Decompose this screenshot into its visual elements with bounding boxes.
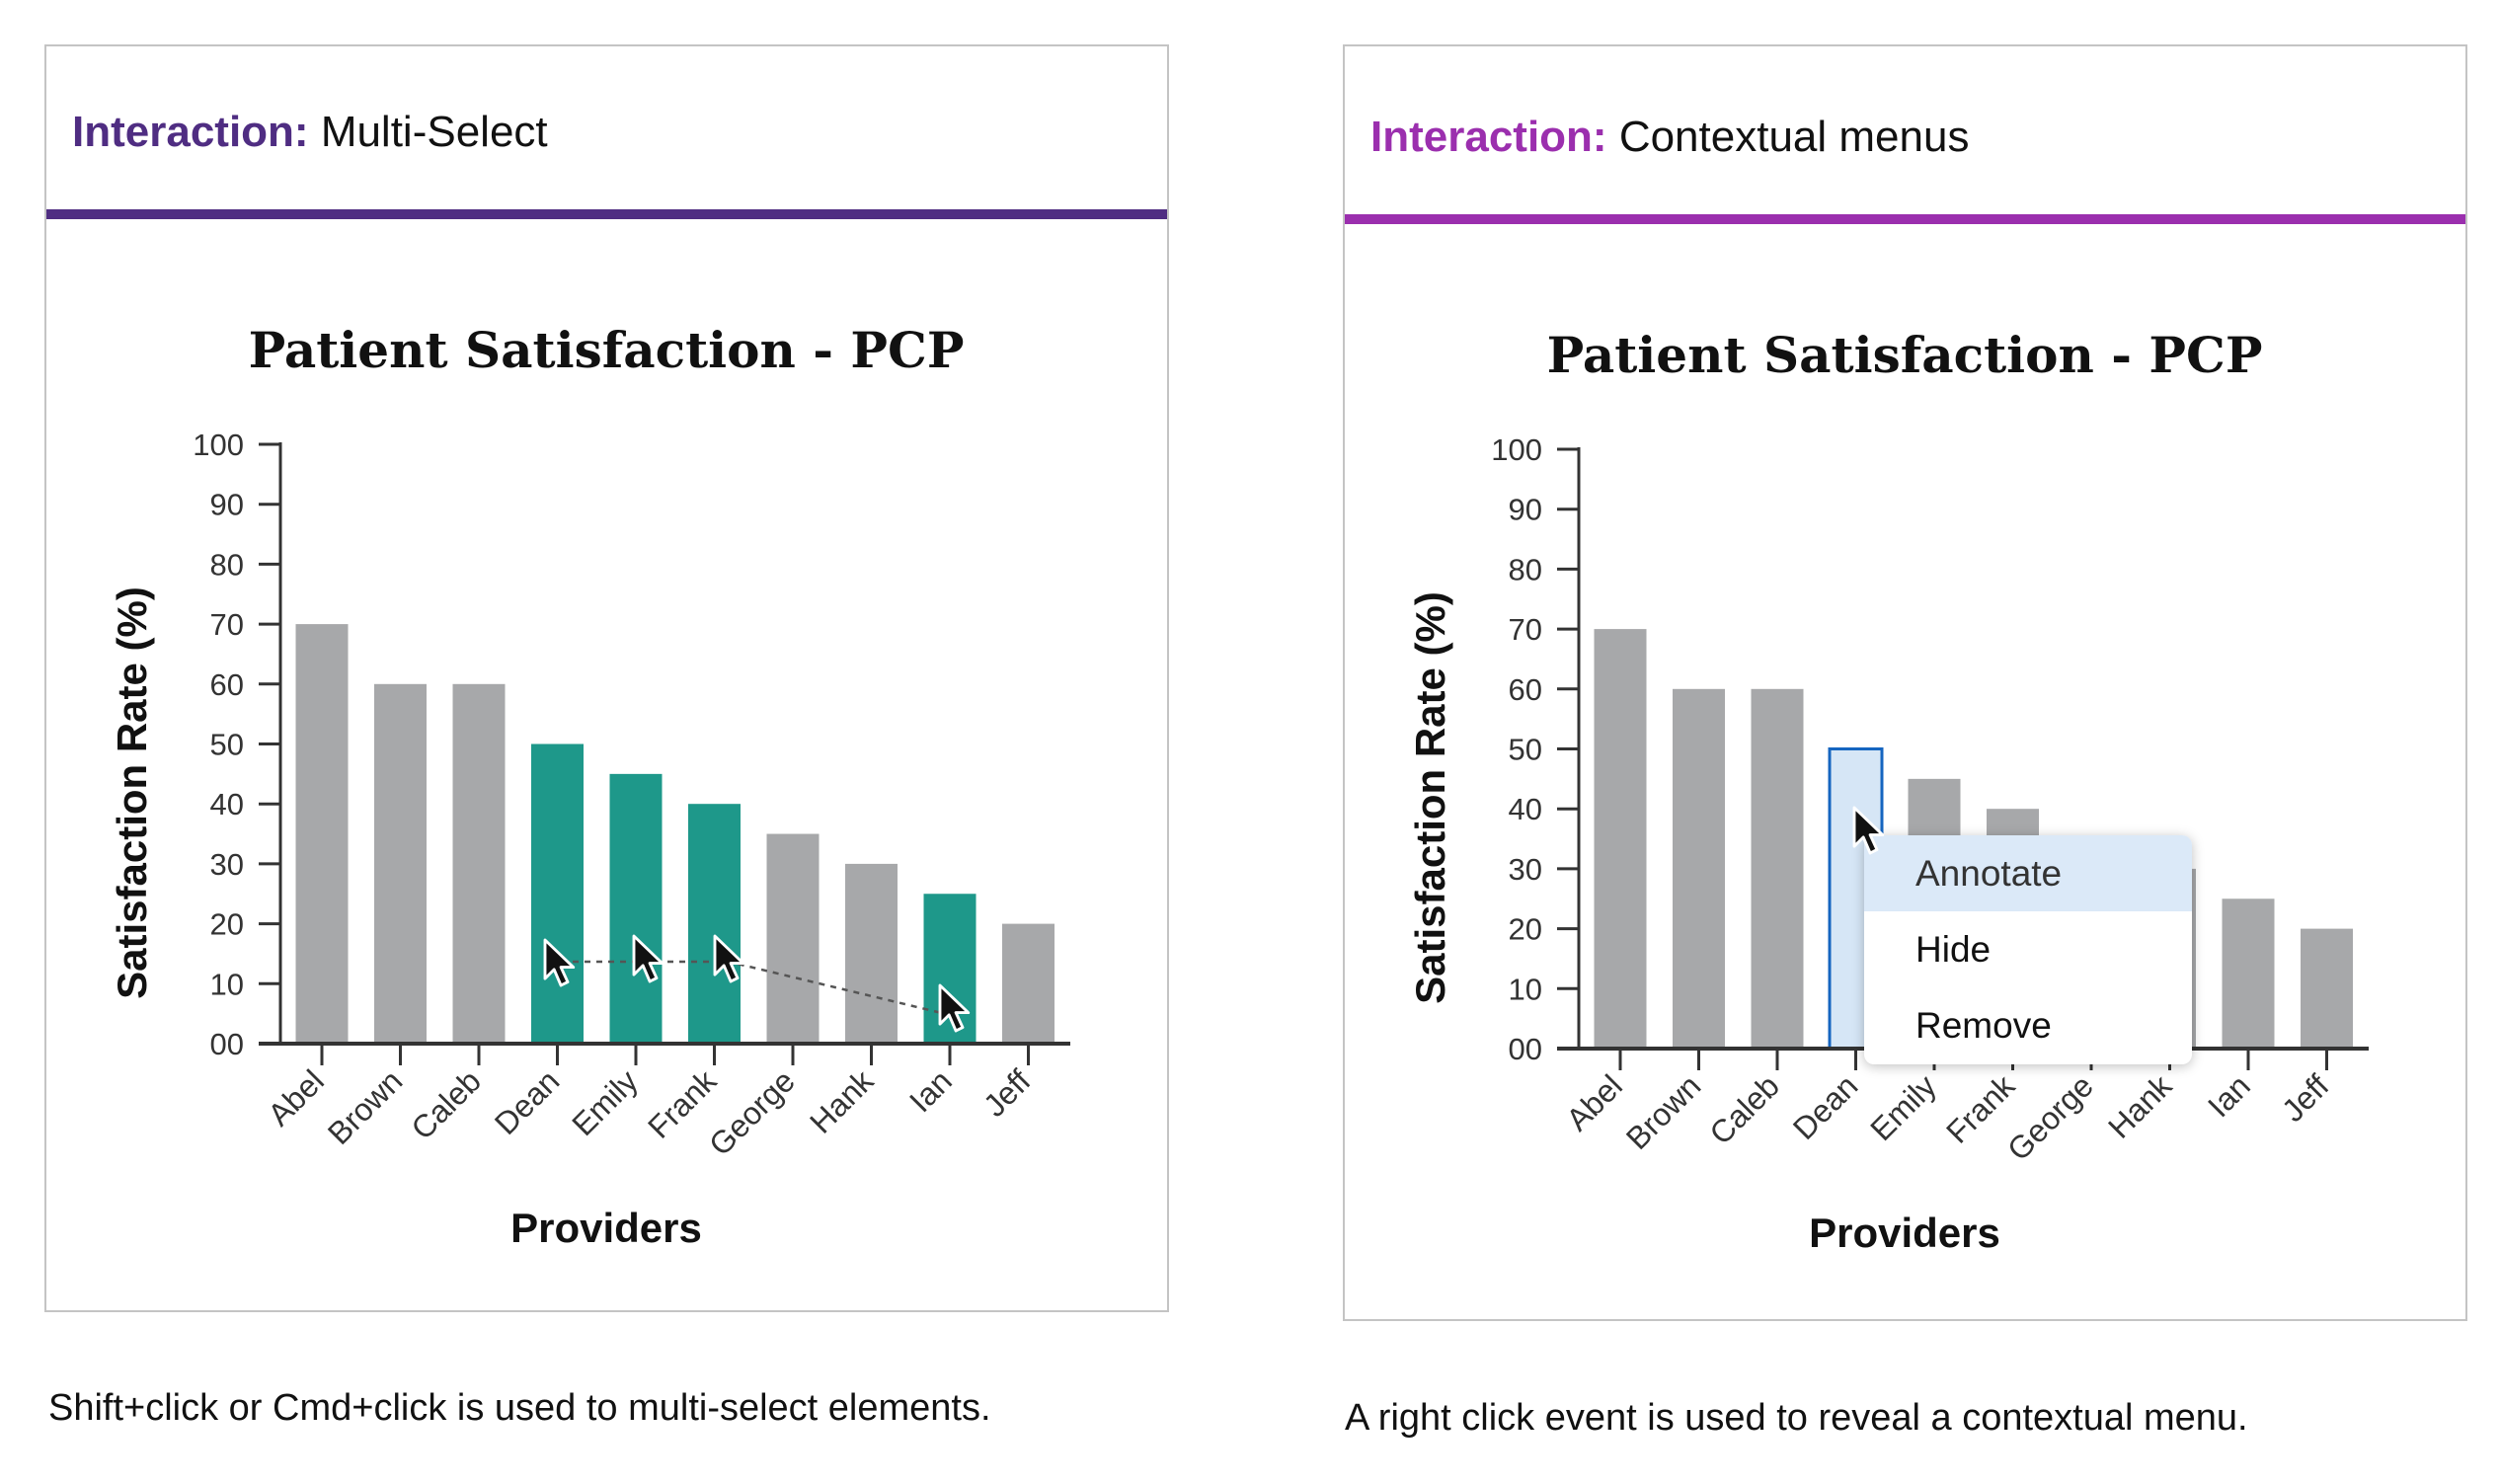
accent-divider <box>1345 214 2465 224</box>
y-tick-label: 10 <box>210 967 244 1001</box>
y-axis-label: Satisfaction Rate (%) <box>1407 591 1453 1004</box>
multi-select-panel: Interaction: Multi-Select <box>44 44 1169 1312</box>
bar-caleb[interactable] <box>452 683 506 1044</box>
header-value: Contextual menus <box>1618 113 1970 161</box>
y-tick-label: 40 <box>210 787 244 821</box>
cursor-icon <box>543 938 576 987</box>
x-tick-label: Emily <box>1863 1067 1943 1147</box>
y-tick-label: 10 <box>1509 972 1542 1006</box>
y-tick-label: 00 <box>1509 1032 1542 1066</box>
panel-header: Interaction: Multi-Select <box>72 108 548 157</box>
bar-emily[interactable] <box>609 773 663 1044</box>
y-tick-label: 30 <box>1509 852 1542 887</box>
y-tick-label: 100 <box>1491 432 1542 467</box>
x-tick-label: George <box>2000 1067 2100 1167</box>
y-tick-label: 50 <box>210 728 244 762</box>
bar-jeff[interactable] <box>1002 923 1055 1044</box>
y-tick-label: 80 <box>210 547 244 582</box>
y-tick-label: 90 <box>1509 493 1542 527</box>
y-tick-label: 60 <box>1509 672 1542 707</box>
header-label: Interaction: <box>1370 113 1607 161</box>
bar-jeff[interactable] <box>2301 928 2353 1049</box>
bar-frank[interactable] <box>688 804 741 1044</box>
y-tick-label: 50 <box>1509 733 1542 767</box>
x-tick-label: Ian <box>2201 1067 2257 1124</box>
cursor-icon <box>938 983 971 1033</box>
y-axis-label: Satisfaction Rate (%) <box>109 586 155 999</box>
context-menu: Annotate Hide Remove <box>1864 835 2192 1064</box>
bar-brown[interactable] <box>1673 688 1725 1049</box>
y-tick-label: 80 <box>1509 552 1542 586</box>
chart-title: Patient Satisfaction - PCP <box>1547 326 2263 384</box>
y-tick-label: 70 <box>210 607 244 642</box>
x-tick-label: Abel <box>1559 1067 1629 1137</box>
bar-abel[interactable] <box>295 624 349 1044</box>
menu-item-annotate[interactable]: Annotate <box>1864 835 2192 911</box>
y-tick-label: 40 <box>1509 792 1542 826</box>
bar-dean[interactable] <box>531 743 584 1045</box>
y-tick-label: 90 <box>210 488 244 522</box>
y-tick-label: 20 <box>1509 912 1542 947</box>
chart-title: Patient Satisfaction - PCP <box>249 321 965 379</box>
contextual-menu-panel: Interaction: Contextual menus <box>1343 44 2467 1321</box>
menu-item-hide[interactable]: Hide <box>1915 929 1992 970</box>
x-tick-label: Caleb <box>1702 1067 1786 1151</box>
accent-divider <box>46 209 1167 219</box>
x-tick-label: Jeff <box>2275 1067 2336 1129</box>
y-tick-label: 100 <box>193 428 244 462</box>
bar-abel[interactable] <box>1594 629 1647 1049</box>
x-tick-label: Hank <box>2101 1067 2179 1145</box>
header-label: Interaction: <box>72 108 309 156</box>
bar-brown[interactable] <box>374 683 427 1044</box>
y-tick-label: 20 <box>210 907 244 942</box>
caption: Shift+click or Cmd+click is used to mult… <box>48 1387 991 1429</box>
y-tick-label: 70 <box>1509 612 1542 647</box>
bar-hank[interactable] <box>845 863 898 1044</box>
cursor-icon <box>632 934 664 983</box>
y-tick-label: 00 <box>210 1027 244 1061</box>
x-tick-label: Brown <box>1619 1067 1708 1156</box>
bar-george[interactable] <box>766 833 820 1044</box>
y-tick-label: 30 <box>210 847 244 882</box>
header-value: Multi-Select <box>320 108 548 156</box>
bar-caleb[interactable] <box>1751 688 1804 1049</box>
x-axis-label: Providers <box>1809 1210 2000 1256</box>
caption: A right click event is used to reveal a … <box>1345 1397 2248 1439</box>
x-tick-label: Dean <box>1786 1067 1865 1146</box>
cursor-icon <box>713 934 745 983</box>
x-axis-label: Providers <box>510 1205 702 1251</box>
panel-header: Interaction: Contextual menus <box>1370 113 1969 162</box>
y-tick-label: 60 <box>210 667 244 702</box>
menu-item-remove[interactable]: Remove <box>1915 1005 2052 1046</box>
bar-ian[interactable] <box>2222 898 2275 1049</box>
